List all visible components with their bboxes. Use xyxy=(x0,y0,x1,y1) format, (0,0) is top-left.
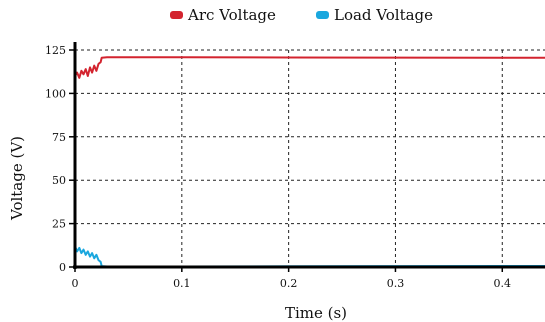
y-tick-label-5: 125 xyxy=(45,44,66,57)
tick-labels: 0 25 50 75 100 125 0 0.1 0.2 0.3 0.4 xyxy=(45,44,511,290)
x-tick-label-4: 0.4 xyxy=(494,277,512,290)
series-line-load-voltage xyxy=(74,245,545,268)
grid xyxy=(75,49,545,267)
y-tick-label-0: 0 xyxy=(59,261,66,274)
x-axis-label: Time (s) xyxy=(285,304,347,322)
y-tick-label-1: 25 xyxy=(52,218,66,231)
y-axis-label: Voltage (V) xyxy=(8,136,26,221)
legend: Arc Voltage Load Voltage xyxy=(0,6,545,30)
x-tick-label-1: 0.1 xyxy=(173,277,191,290)
y-tick-label-2: 50 xyxy=(52,174,66,187)
legend-label-arc-voltage: Arc Voltage xyxy=(188,6,276,24)
legend-swatch-arc-voltage xyxy=(170,11,183,19)
x-tick-label-0: 0 xyxy=(72,277,79,290)
legend-swatch-load-voltage xyxy=(316,11,329,19)
y-tick-label-3: 75 xyxy=(52,131,66,144)
x-tick-label-2: 0.2 xyxy=(280,277,298,290)
legend-item-arc-voltage: Arc Voltage xyxy=(170,6,276,24)
x-tick-label-3: 0.3 xyxy=(387,277,405,290)
legend-item-load-voltage: Load Voltage xyxy=(316,6,433,24)
series-lines xyxy=(74,56,545,268)
series-line-arc-voltage xyxy=(74,56,545,79)
y-tick-label-4: 100 xyxy=(45,87,66,100)
axes xyxy=(73,42,545,269)
legend-label-load-voltage: Load Voltage xyxy=(334,6,434,24)
